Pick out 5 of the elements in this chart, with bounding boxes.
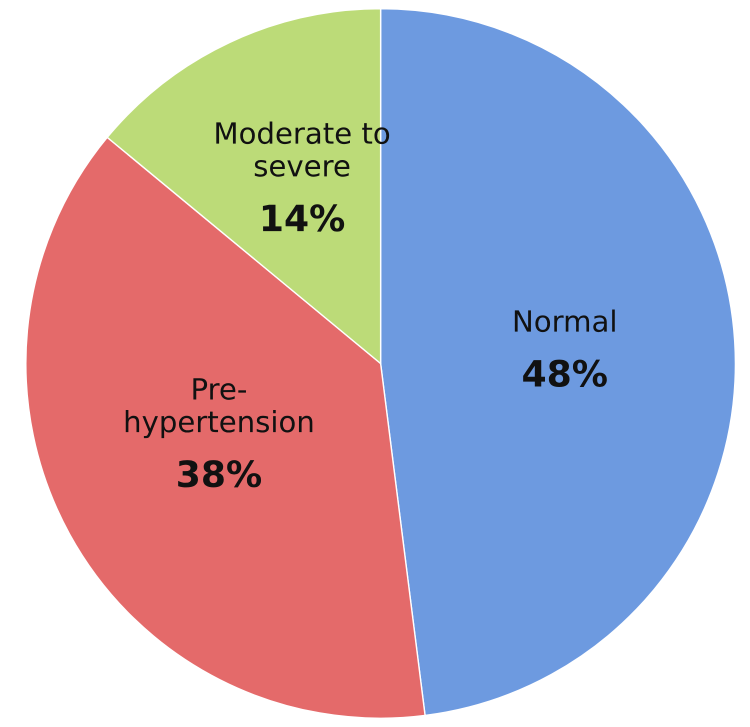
data-label: 14% [262,204,344,232]
slice-label: Normal [514,309,615,332]
data-label: 48% [523,360,607,387]
data-label: 38% [178,460,262,488]
slice-label: Pre- hypertension [126,378,312,438]
